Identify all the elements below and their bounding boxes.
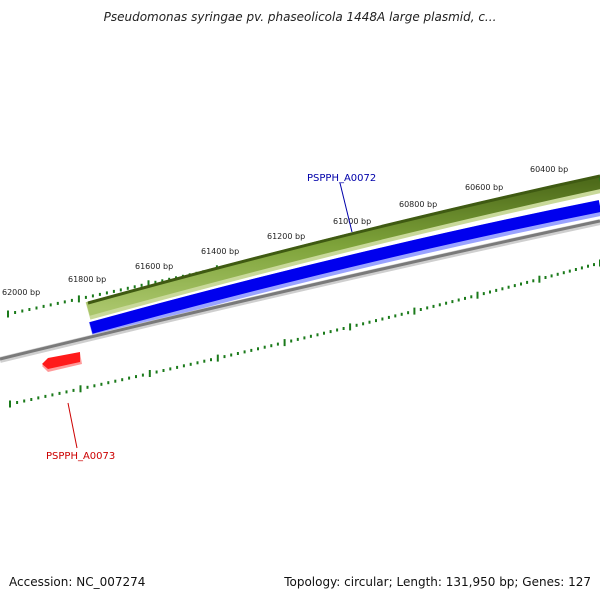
gene-leader-line <box>339 182 353 233</box>
accession-value: NC_007274 <box>76 575 146 589</box>
tick-label: 61000 bp <box>333 217 371 226</box>
topology-value: circular <box>344 575 389 589</box>
length-label: Length: <box>396 575 442 589</box>
gene-leader-line <box>67 402 78 449</box>
tick-label: 61200 bp <box>267 232 305 241</box>
length-value: 131,950 bp <box>445 575 515 589</box>
gene-label-PSPPH_A0072[interactable]: PSPPH_A0072 <box>307 173 376 184</box>
accession-label: Accession: <box>9 575 73 589</box>
reverse-tick-ring <box>9 259 600 408</box>
topology-label: Topology: <box>284 575 341 589</box>
backbone-ring-shadow <box>0 219 600 363</box>
reverse-gene-PSPPH_A0073[interactable] <box>42 352 82 372</box>
tick-label: 61600 bp <box>135 262 173 271</box>
tick-label: 60800 bp <box>399 200 437 209</box>
tick-label: 61400 bp <box>201 247 239 256</box>
tick-label: 61800 bp <box>68 275 106 284</box>
forward-gene-track <box>89 200 600 334</box>
gene-label-PSPPH_A0073[interactable]: PSPPH_A0073 <box>46 451 115 462</box>
accession-info: Accession: NC_007274 <box>9 575 145 589</box>
tick-label: 60400 bp <box>530 165 568 174</box>
genes-label: Genes: <box>522 575 565 589</box>
tick-label: 62000 bp <box>2 288 40 297</box>
sequence-summary: Topology: circular; Length: 131,950 bp; … <box>284 575 591 589</box>
backbone-ring <box>0 219 600 361</box>
gc-track <box>86 175 600 316</box>
genes-value: 127 <box>568 575 591 589</box>
tick-label: 60600 bp <box>465 183 503 192</box>
tick-labels: 62000 bp 61800 bp 61600 bp 61400 bp 6120… <box>2 165 568 297</box>
gc-track-edge <box>87 174 600 305</box>
map-title: Pseudomonas syringae pv. phaseolicola 14… <box>103 10 497 24</box>
